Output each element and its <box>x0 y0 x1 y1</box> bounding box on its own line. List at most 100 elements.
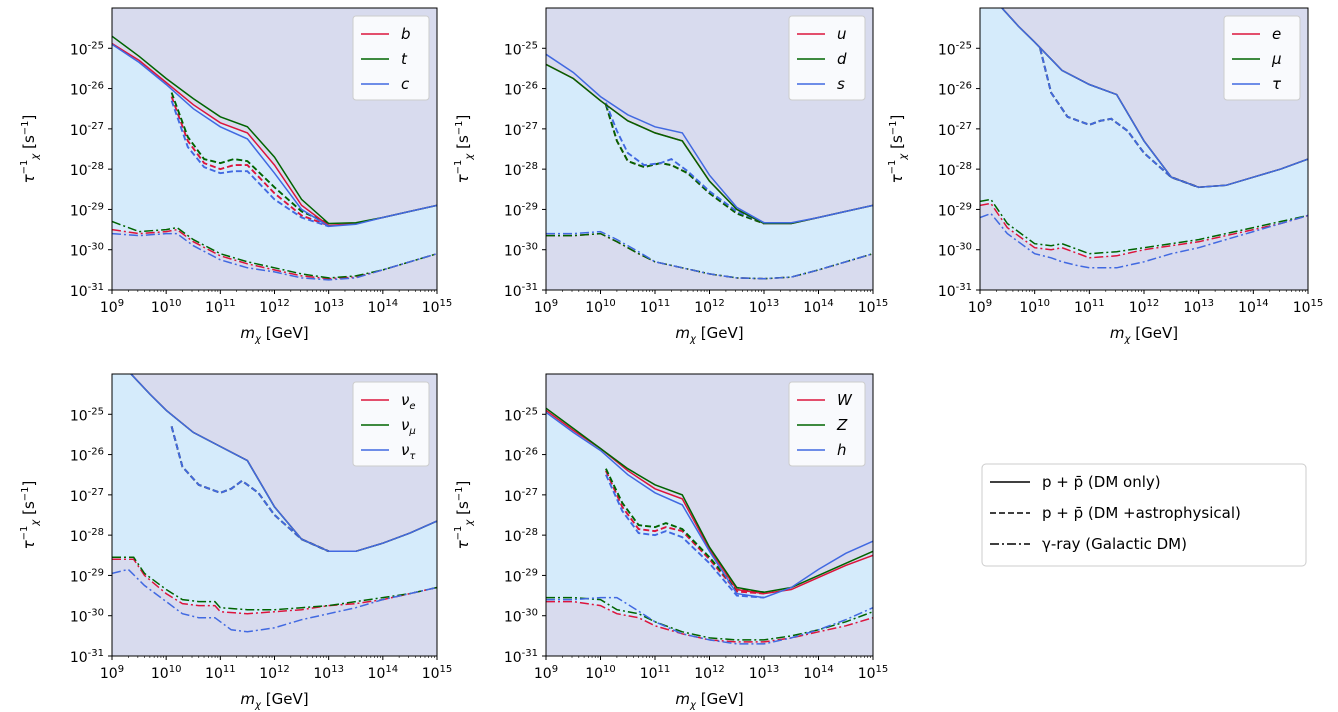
allowed-region <box>112 43 437 279</box>
y-tick-label: 10-25 <box>938 40 972 58</box>
x-tick-label: 109 <box>100 664 124 682</box>
x-axis-label: mχ [GeV] <box>240 324 308 345</box>
x-tick-label: 1014 <box>803 664 834 682</box>
x-tick-label: 1015 <box>422 664 453 682</box>
legend: btc <box>352 15 430 101</box>
y-tick-label: 10-26 <box>938 81 972 99</box>
x-tick-label: 1010 <box>1019 298 1050 316</box>
x-axis-label: mχ [GeV] <box>675 690 743 711</box>
allowed-region <box>546 410 873 642</box>
legend-label: s <box>837 75 845 93</box>
panel-5: 109 1010 1011 1012 1013 1014 1015 10-31 10-30 10-… <box>453 373 889 711</box>
linestyle-legend-box <box>981 463 1307 567</box>
y-tick-label: 10-25 <box>504 406 538 424</box>
y-tick-label: 10-27 <box>504 487 538 505</box>
legend: WZh <box>788 381 866 467</box>
y-tick-label: 10-30 <box>504 242 538 260</box>
legend-label: u <box>837 25 847 43</box>
linestyle-legend: p + p̄ (DM only) p + p̄ (DM +astrophysica… <box>981 463 1307 567</box>
x-tick-label: 1014 <box>803 298 834 316</box>
x-tick-label: 1010 <box>151 298 182 316</box>
legend-label: t <box>401 50 408 68</box>
legend-label: h <box>837 441 847 459</box>
x-tick-label: 1010 <box>151 664 182 682</box>
series-blue-dashdot-line <box>546 596 873 645</box>
y-tick-label: 10-28 <box>938 161 972 179</box>
legend: uds <box>788 15 866 101</box>
series-blue-solid-line <box>1001 8 1308 189</box>
y-axis-label: τ−1χ [s−1] <box>453 115 475 184</box>
y-tick-label: 10-26 <box>504 447 538 465</box>
y-tick-label: 10-25 <box>504 40 538 58</box>
panel-2: 109 1010 1011 1012 1013 1014 1015 10-31 10-30 10-… <box>453 7 889 345</box>
x-tick-label: 109 <box>100 298 124 316</box>
x-tick-label: 1013 <box>749 664 780 682</box>
panel-1: 109 1010 1011 1012 1013 1014 1015 10-31 10-30 10-… <box>19 7 453 345</box>
x-tick-label: 1012 <box>1129 298 1160 316</box>
y-tick-label: 10-26 <box>70 81 104 99</box>
legend-box <box>788 15 866 101</box>
legend-label: νe <box>401 391 416 412</box>
x-tick-label: 109 <box>968 298 992 316</box>
x-tick-label: 1012 <box>694 298 725 316</box>
y-tick-label: 10-31 <box>938 282 972 300</box>
y-tick-label: 10-31 <box>504 648 538 666</box>
y-tick-label: 10-28 <box>70 161 104 179</box>
y-tick-label: 10-30 <box>70 608 104 626</box>
series-red-dashdot-line <box>112 558 437 615</box>
x-tick-label: 1013 <box>1183 298 1214 316</box>
x-tick-label: 1013 <box>749 298 780 316</box>
x-tick-label: 1011 <box>205 298 236 316</box>
x-tick-label: 1015 <box>858 298 889 316</box>
legend-box <box>352 15 430 101</box>
legend-label: W <box>837 391 853 409</box>
x-tick-label: 1010 <box>585 298 616 316</box>
x-tick-label: 1015 <box>858 664 889 682</box>
x-tick-label: 1015 <box>1293 298 1324 316</box>
series-red-dashdot-line <box>980 202 1308 259</box>
series-blue-solid-line <box>546 53 873 224</box>
series-green-solid-line <box>546 407 873 594</box>
x-tick-label: 1013 <box>313 298 344 316</box>
series-green-dashdot-line <box>112 556 437 611</box>
series-blue-solid-line <box>130 374 437 553</box>
x-tick-label: 1014 <box>368 664 399 682</box>
y-tick-label: 10-28 <box>504 527 538 545</box>
y-axis-label: τ−1χ [s−1] <box>19 115 41 184</box>
series-blue-dashed-line <box>605 474 765 599</box>
x-tick-label: 1011 <box>640 664 671 682</box>
y-tick-label: 10-29 <box>504 201 538 219</box>
y-tick-label: 10-26 <box>504 81 538 99</box>
allowed-region <box>112 374 437 614</box>
series-blue-solid-line <box>112 43 437 228</box>
series-green-dashdot-line <box>980 198 1308 255</box>
y-tick-label: 10-27 <box>938 121 972 139</box>
x-axis-label: mχ [GeV] <box>1110 324 1178 345</box>
x-tick-label: 1014 <box>1238 298 1269 316</box>
series-blue-dashdot-line <box>980 212 1308 269</box>
legend-label: c <box>401 75 410 93</box>
y-axis-label-text: τ−1χ [s−1] <box>19 115 41 184</box>
legend: νe νμ ντ <box>352 381 430 467</box>
y-tick-label: 10-29 <box>70 567 104 585</box>
y-axis-label: τ−1χ [s−1] <box>19 481 41 550</box>
series-green-dashed-line <box>605 468 765 594</box>
y-tick-label: 10-31 <box>504 282 538 300</box>
legend-label: b <box>401 25 411 43</box>
series-blue-dashdot-line <box>112 568 437 633</box>
series-blue-dashdot-line <box>112 232 437 281</box>
x-tick-label: 109 <box>534 298 558 316</box>
x-tick-label: 1011 <box>205 664 236 682</box>
y-tick-label: 10-27 <box>504 121 538 139</box>
y-tick-label: 10-29 <box>70 201 104 219</box>
y-tick-label: 10-31 <box>70 648 104 666</box>
y-tick-label: 10-28 <box>504 161 538 179</box>
y-tick-label: 10-30 <box>938 242 972 260</box>
legend-label: νμ <box>401 416 416 437</box>
x-tick-label: 1015 <box>422 298 453 316</box>
y-axis-label-text: τ−1χ [s−1] <box>453 115 475 184</box>
legend-box <box>788 381 866 467</box>
x-axis-label: mχ [GeV] <box>675 324 743 345</box>
y-tick-label: 10-26 <box>70 447 104 465</box>
